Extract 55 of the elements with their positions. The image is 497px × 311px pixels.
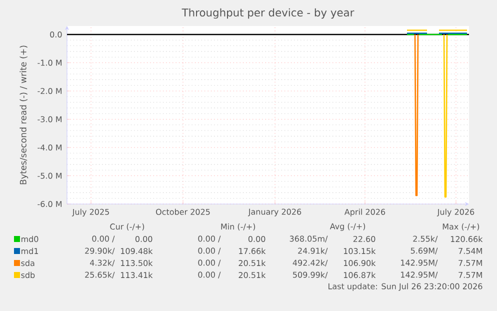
text: 29.90k/ [85,248,115,254]
x-tick-label: July 2025 [72,208,109,216]
y-tick-label: 0.0 [50,31,62,38]
text: 509.99k/ [293,272,328,278]
text: 106.87k [344,272,376,278]
text: 492.42k/ [292,260,328,266]
text: Avg (-/+) [330,223,366,231]
legend-label: md1 [22,248,38,254]
y-axis-title: Bytes/second read (-) / write (+) [20,46,28,184]
y-tick-label: -5.0 M [38,172,62,179]
text: 22.60 [353,236,376,242]
text: 0.00 / [198,260,221,266]
text: Last update: Sun Jul 26 23:20:00 2026 [328,283,482,291]
text: 368.05m/ [290,236,328,242]
x-tick-label: July 2026 [436,208,474,216]
legend-label: sdb [21,272,35,278]
text: 0.00 / [198,236,221,242]
text: Min (-/+) [221,223,256,231]
text: 7.57M [458,272,482,278]
x-tick-label: April 2026 [344,208,386,216]
chart-title: Throughput per device - by year [182,8,354,19]
text: 7.54M [458,248,482,254]
text: 4.32k/ [90,260,115,266]
text: 0.00 / [92,236,115,242]
y-tick-label: -4.0 M [38,144,62,151]
text: 17.66k [239,248,266,254]
text: 5.69M/ [410,248,438,254]
text: 7.57M [458,260,482,266]
text: 20.51k [238,260,266,266]
text: 113.41k [120,272,153,278]
y-tick-label: -3.0 M [38,116,62,122]
text: 2.55k/ [413,236,438,242]
text: 0.00 / [198,272,221,278]
text: 0.00 / [198,248,221,254]
text: 0.00 [135,236,152,242]
text: Cur (-/+) [110,223,144,231]
text: 24.91k/ [298,248,328,254]
text: 142.95M/ [401,260,438,266]
text: 113.50k [120,260,153,266]
text: 20.51k [238,272,266,278]
legend-label: md0 [22,236,38,242]
text: 25.65k/ [85,272,115,278]
text: Max (-/+) [442,223,480,231]
text: 106.90k [344,260,376,266]
text: 0.00 [248,236,266,242]
x-tick-label: January 2026 [248,208,302,216]
y-tick-label: -1.0 M [38,60,62,66]
x-tick-label: October 2025 [156,208,210,215]
text: 120.66k [450,236,483,242]
text: 109.48k [120,248,153,254]
y-tick-label: -2.0 M [38,88,62,94]
text: 142.95M/ [401,272,438,278]
legend-label: sda [21,260,34,266]
y-tick-label: -6.0 M [38,200,62,208]
text: 103.15k [344,248,376,254]
